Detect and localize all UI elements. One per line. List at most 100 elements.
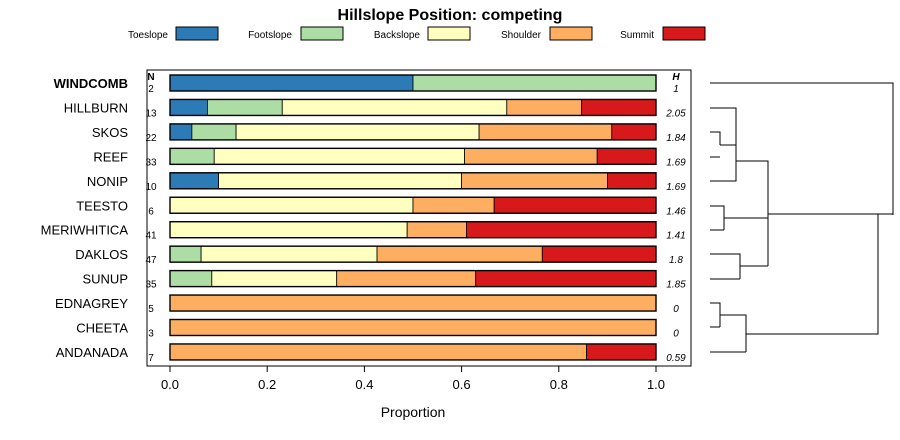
bar-segment-footslope: [412, 74, 657, 92]
bar-outline: [169, 74, 657, 92]
legend-swatch-shoulder: [549, 26, 593, 41]
h-value: 1.41: [666, 231, 685, 242]
row-meriwhitica: MERIWHITICA 41 1.41: [41, 220, 686, 242]
legend-label-summit: Summit: [620, 30, 654, 41]
plot-frame: [146, 69, 692, 367]
row-cheeta: CHEETA 3 0: [76, 318, 679, 340]
bar-segment-summit: [475, 270, 657, 288]
bar-segment-backslope: [218, 172, 463, 190]
x-axis: 0.0 0.2 0.4 0.6 0.8 1.0: [161, 366, 665, 392]
bar-segment-shoulder: [169, 343, 587, 361]
dendrogram-link: [710, 253, 741, 279]
row-label: NONIP: [87, 174, 128, 189]
h-value: 1.8: [669, 255, 683, 266]
legend-label-footslope: Footslope: [248, 30, 292, 41]
bar-segment-summit: [586, 343, 657, 361]
bar-segment-toeslope: [169, 172, 219, 190]
legend-swatch-summit: [662, 26, 706, 41]
dendrogram-link: [746, 213, 893, 335]
bar-segment-summit: [581, 99, 657, 116]
legend-swatch-backslope: [427, 26, 471, 41]
chart-title: Hillslope Position: competing: [338, 7, 563, 24]
dendrogram-link: [720, 314, 747, 352]
n-value: 22: [145, 133, 157, 144]
legend-swatch-toeslope: [175, 26, 219, 41]
legend-swatch-footslope: [300, 26, 344, 41]
h-value: 1: [673, 84, 679, 95]
dendrogram: [710, 82, 894, 353]
bar-segment-shoulder: [506, 99, 583, 116]
bar-segment-shoulder: [169, 319, 657, 336]
bar-segment-shoulder: [464, 147, 598, 165]
bar-segment-shoulder: [336, 270, 477, 288]
bar-segment-shoulder: [461, 172, 608, 190]
x-tick-label: 0.8: [550, 377, 568, 392]
dendrogram-link: [710, 141, 737, 182]
row-label: MERIWHITICA: [41, 223, 129, 238]
n-column-header: N: [147, 72, 154, 83]
bar-segment-footslope: [169, 270, 213, 288]
n-value: 3: [148, 329, 154, 340]
x-axis-label: Proportion: [381, 404, 446, 420]
h-value: 1.69: [666, 157, 686, 168]
h-value: 0: [673, 304, 679, 315]
row-reef: REEF 33 1.69: [93, 147, 686, 168]
n-value: 33: [145, 157, 157, 168]
x-tick-label: 0.0: [161, 377, 179, 392]
bar-segment-summit: [493, 196, 657, 214]
row-label: EDNAGREY: [55, 296, 128, 311]
bar-segment-toeslope: [169, 123, 193, 141]
bar-outline: [169, 220, 657, 239]
row-label: SUNUP: [82, 272, 128, 287]
dendrogram-link: [710, 205, 725, 230]
n-value: 41: [145, 231, 157, 242]
bar-segment-summit: [541, 245, 657, 263]
x-tick-label: 0.2: [258, 377, 276, 392]
dendrogram-link: [710, 82, 894, 215]
row-label: HILLBURN: [64, 100, 128, 115]
h-value: 2.05: [665, 108, 686, 119]
h-value: 0: [673, 329, 679, 340]
bar-segment-summit: [466, 221, 657, 239]
bar-outline: [169, 98, 657, 117]
bar-segment-footslope: [169, 147, 215, 165]
legend-label-toeslope: Toeslope: [128, 30, 168, 41]
x-tick-label: 1.0: [647, 377, 665, 392]
row-andanada: ANDANADA 7 0.59: [56, 343, 686, 364]
bar-outline: [169, 269, 657, 288]
row-label: TEESTO: [76, 198, 128, 213]
bar-segment-shoulder: [376, 245, 543, 263]
bar-segment-shoulder: [406, 221, 467, 239]
h-value: 0.59: [666, 353, 686, 364]
bar-segment-summit: [596, 147, 657, 165]
bar-segment-summit: [607, 172, 657, 190]
dendrogram-link: [710, 131, 721, 145]
legend-label-backslope: Backslope: [374, 30, 421, 41]
bar-segment-shoulder: [412, 196, 495, 214]
bar-segment-footslope: [169, 245, 202, 263]
n-value: 2: [148, 84, 154, 95]
bar-outline: [169, 147, 657, 166]
bar-outline: [169, 172, 657, 190]
n-value: 5: [148, 304, 154, 315]
row-skos: SKOS 22 1.84: [92, 123, 686, 144]
dendrogram-link: [710, 302, 721, 327]
bar-segment-backslope: [169, 221, 408, 239]
n-value: 7: [148, 353, 154, 364]
h-value: 1.84: [666, 133, 686, 144]
row-label: SKOS: [92, 125, 128, 140]
h-value: 1.46: [666, 206, 686, 217]
n-value: 13: [145, 108, 157, 119]
bar-segment-toeslope: [169, 99, 208, 116]
bar-outline: [169, 196, 657, 214]
bar-segment-toeslope: [169, 74, 414, 92]
row-label: ANDANADA: [56, 345, 129, 360]
row-label: REEF: [93, 149, 128, 164]
legend: Toeslope Footslope Backslope Shoulder Summit: [128, 26, 706, 41]
x-tick-label: 0.4: [355, 377, 373, 392]
bar-segment-backslope: [211, 270, 338, 288]
dendrogram-link: [710, 107, 737, 141]
h-value: 1.69: [666, 182, 686, 193]
bar-segment-backslope: [169, 196, 414, 214]
